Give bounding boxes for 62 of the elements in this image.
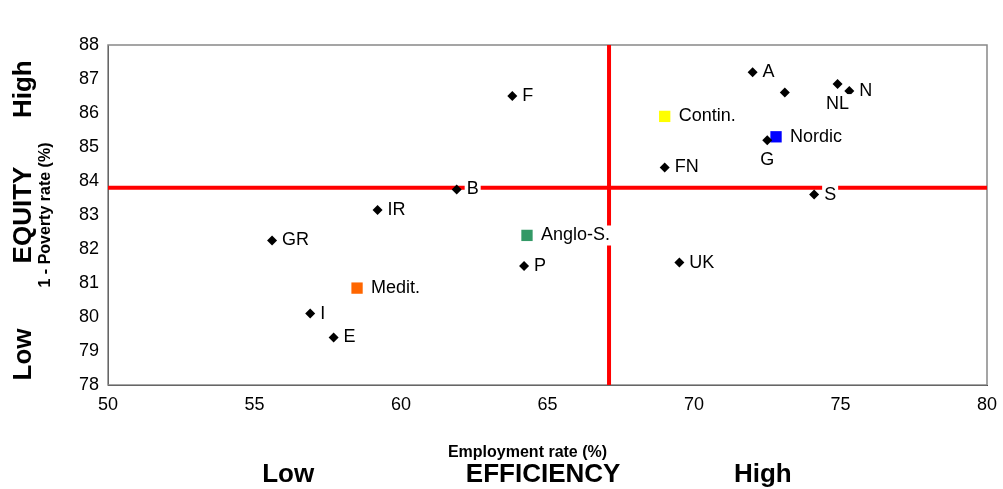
- annotation: NL: [826, 93, 850, 114]
- x-tick-label: 55: [244, 393, 265, 414]
- point: [770, 131, 782, 143]
- x-tick-label: 50: [97, 393, 119, 414]
- text: Low: [7, 327, 38, 381]
- y-tick-label: 78: [78, 373, 99, 394]
- point: [521, 229, 533, 242]
- point: [659, 110, 671, 123]
- annotation: FN: [674, 156, 699, 177]
- point: [762, 135, 773, 146]
- text: High: [7, 60, 38, 119]
- point: [451, 184, 462, 195]
- series-label: Contin.: [678, 105, 736, 126]
- series-label: Medit.: [371, 277, 421, 298]
- annotation: I: [320, 302, 326, 323]
- y-tick-label: 83: [78, 203, 99, 224]
- text: Low: [262, 458, 315, 489]
- point: [328, 332, 339, 343]
- point: [372, 204, 383, 215]
- series-label: Anglo-S.: [540, 224, 611, 245]
- annotation: A: [762, 61, 775, 82]
- text: EQUITY: [7, 166, 38, 264]
- y-tick-label: 80: [78, 305, 99, 326]
- y-tick-label: 86: [78, 101, 99, 122]
- annotation: S: [824, 183, 837, 204]
- point: [507, 91, 518, 101]
- point: [779, 87, 790, 98]
- annotation: G: [760, 149, 775, 170]
- point: [519, 261, 530, 271]
- y-tick-label: 81: [78, 271, 99, 292]
- annotation: B: [466, 178, 479, 199]
- series-label: Nordic: [790, 125, 843, 146]
- annotation: P: [534, 254, 547, 275]
- point: [659, 162, 670, 173]
- y-tick-label: 85: [78, 135, 99, 156]
- annotation: N: [859, 79, 873, 100]
- x-tick-label: 70: [683, 393, 705, 414]
- y-tick-label: 82: [78, 237, 99, 258]
- annotation: UK: [689, 251, 715, 272]
- annotation: E: [343, 326, 356, 347]
- point: [305, 308, 316, 319]
- annotation: IR: [387, 198, 406, 219]
- y-tick-label: 87: [78, 67, 99, 88]
- x-tick-label: 65: [537, 393, 558, 414]
- point: [844, 85, 855, 96]
- y-axis-title: 1 - Poverty rate (%): [36, 142, 54, 288]
- x-tick-label: 80: [976, 393, 998, 414]
- point: [351, 282, 363, 294]
- annotation: F: [522, 84, 534, 105]
- y-tick-label: 79: [78, 339, 99, 360]
- y-tick-label: 88: [78, 33, 99, 54]
- point: [747, 67, 758, 78]
- point: [267, 235, 278, 246]
- text: High: [733, 458, 792, 489]
- annotation: GR: [282, 229, 310, 250]
- x-axis-title: Employment rate (%): [447, 443, 608, 461]
- point: [809, 189, 820, 200]
- y-tick-label: 84: [78, 169, 99, 190]
- point: [832, 79, 843, 90]
- x-tick-label: 60: [390, 393, 412, 414]
- x-tick-label: 75: [830, 393, 851, 414]
- point: [674, 257, 685, 268]
